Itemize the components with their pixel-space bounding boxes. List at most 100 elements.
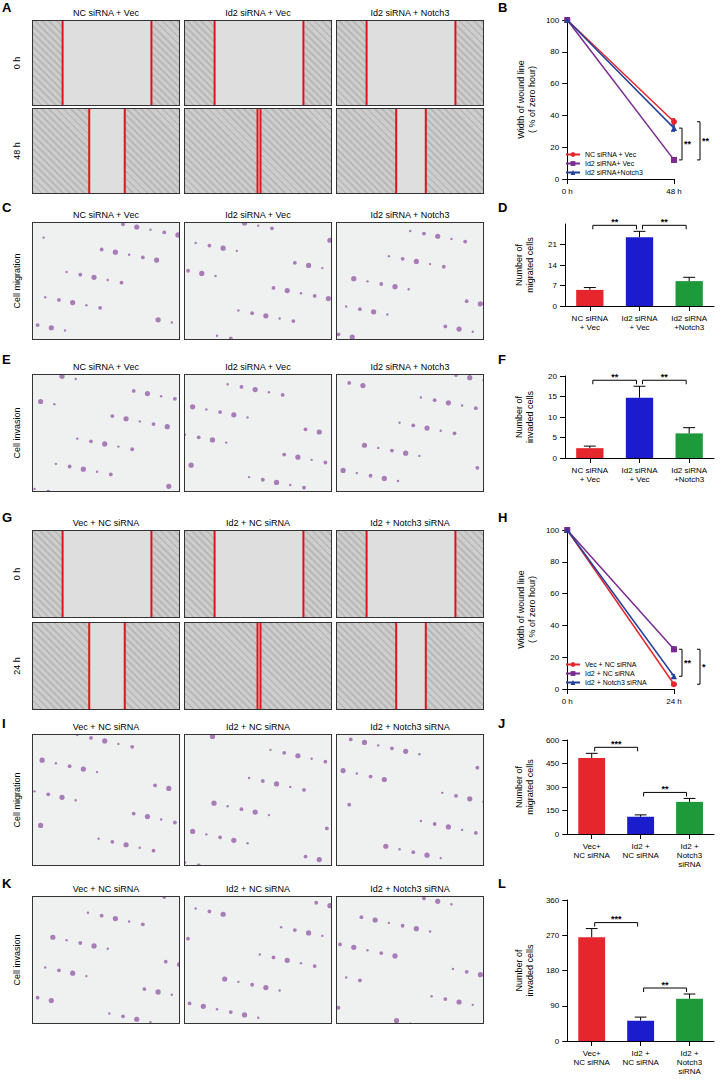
svg-text:Id2 +: Id2 +: [632, 842, 650, 851]
html-text:Id2 siRNA + Vec: Id2 siRNA + Vec: [225, 8, 291, 18]
svg-text:300: 300: [546, 783, 560, 792]
svg-text:migrated cells: migrated cells: [525, 759, 535, 815]
svg-text:Number of: Number of: [514, 396, 524, 439]
svg-text:NC siRNA: NC siRNA: [622, 1058, 659, 1067]
svg-text:600: 600: [546, 736, 560, 745]
svg-text:0: 0: [553, 454, 558, 463]
svg-text:Id2 +: Id2 +: [632, 1049, 650, 1058]
svg-text:270: 270: [546, 931, 560, 940]
svg-text:**: **: [684, 139, 692, 149]
svg-text:Id2 siRNA+ Vec: Id2 siRNA+ Vec: [585, 160, 635, 167]
html-text:A: A: [2, 0, 12, 15]
svg-text:100: 100: [546, 16, 560, 25]
html-text:NC siRNA + Vec: NC siRNA + Vec: [73, 210, 139, 220]
svg-text:Width of wound line: Width of wound line: [516, 60, 526, 139]
svg-text:100: 100: [546, 526, 560, 535]
svg-text:+Notch3: +Notch3: [674, 475, 705, 484]
svg-text:siRNA: siRNA: [678, 1067, 701, 1076]
svg-text:***: ***: [611, 914, 622, 924]
svg-text:NC siRNA: NC siRNA: [572, 466, 609, 475]
svg-text:Id2 siRNA: Id2 siRNA: [671, 466, 708, 475]
svg-text:10: 10: [548, 413, 557, 422]
svg-text:Number of: Number of: [514, 766, 524, 809]
svg-text:Id2 siRNA: Id2 siRNA: [621, 314, 658, 323]
svg-text:Id2 +: Id2 +: [681, 842, 699, 851]
svg-text:80: 80: [550, 47, 559, 56]
svg-text:***: ***: [611, 739, 622, 749]
svg-text:0 h: 0 h: [562, 697, 573, 706]
svg-text:( % of zero hour): ( % of zero hour): [527, 66, 537, 133]
svg-text:Notch3: Notch3: [677, 1058, 703, 1067]
svg-text:14: 14: [548, 261, 557, 270]
svg-text:0: 0: [553, 302, 558, 311]
html-text:G: G: [2, 510, 13, 525]
svg-text:+ Vec: + Vec: [629, 475, 649, 484]
svg-text:NC siRNA: NC siRNA: [622, 851, 659, 860]
svg-text:**: **: [611, 372, 619, 382]
svg-text:80: 80: [550, 557, 559, 566]
svg-text:5: 5: [553, 433, 558, 442]
svg-text:48 h: 48 h: [666, 187, 682, 196]
svg-text:invaded cells: invaded cells: [525, 390, 535, 443]
svg-text:**: **: [702, 136, 710, 146]
svg-text:0: 0: [555, 830, 560, 839]
svg-text:40: 40: [550, 111, 559, 120]
svg-text:24 h: 24 h: [666, 697, 682, 706]
svg-text:0: 0: [555, 1037, 560, 1046]
svg-text:60: 60: [550, 589, 559, 598]
svg-text:Id2 + Notch3 siRNA: Id2 + Notch3 siRNA: [585, 679, 647, 686]
svg-text:90: 90: [550, 1001, 559, 1010]
svg-text:Id2 siRNA: Id2 siRNA: [671, 314, 708, 323]
svg-text:20: 20: [548, 372, 557, 381]
svg-text:7: 7: [553, 281, 558, 290]
svg-text:Width of wound line: Width of wound line: [516, 570, 526, 649]
svg-text:**: **: [662, 784, 670, 794]
svg-text:Id2 +: Id2 +: [681, 1049, 699, 1058]
svg-text:0: 0: [555, 175, 560, 184]
html-text:Id2 siRNA + Notch3: Id2 siRNA + Notch3: [370, 8, 450, 18]
svg-text:NC siRNA + Vec: NC siRNA + Vec: [585, 151, 637, 158]
svg-text:15: 15: [548, 392, 557, 401]
svg-text:60: 60: [550, 79, 559, 88]
svg-text:Vec+: Vec+: [583, 842, 601, 851]
svg-text:( % of zero hour): ( % of zero hour): [527, 576, 537, 643]
svg-text:150: 150: [546, 806, 560, 815]
svg-text:Id2 siRNA: Id2 siRNA: [621, 466, 658, 475]
svg-text:20: 20: [550, 143, 559, 152]
svg-text:180: 180: [546, 966, 560, 975]
svg-text:Number of: Number of: [514, 244, 524, 287]
svg-text:Vec + NC siRNA: Vec + NC siRNA: [585, 661, 637, 668]
html-text:48 h: 48 h: [12, 142, 22, 160]
svg-text:0: 0: [555, 685, 560, 694]
svg-text:**: **: [661, 217, 669, 227]
svg-text:450: 450: [546, 759, 560, 768]
html-text:C: C: [2, 200, 12, 215]
svg-text:+ Vec: + Vec: [580, 323, 600, 332]
svg-text:0 h: 0 h: [562, 187, 573, 196]
svg-text:Number of: Number of: [514, 949, 524, 992]
svg-text:+ Vec: + Vec: [629, 323, 649, 332]
svg-text:20: 20: [550, 653, 559, 662]
svg-text:360: 360: [546, 896, 560, 905]
svg-text:*: *: [702, 662, 706, 672]
html-text:0 h: 0 h: [12, 56, 22, 70]
svg-text:siRNA: siRNA: [678, 860, 701, 869]
svg-text:Id2 + NC siRNA: Id2 + NC siRNA: [585, 670, 635, 677]
svg-text:Notch3: Notch3: [677, 851, 703, 860]
svg-text:invaded cells: invaded cells: [525, 944, 535, 997]
svg-text:21: 21: [548, 240, 557, 249]
svg-text:+ Vec: + Vec: [580, 475, 600, 484]
svg-text:**: **: [662, 980, 670, 990]
html-text:NC siRNA + Vec: NC siRNA + Vec: [73, 8, 139, 18]
svg-text:Vec+: Vec+: [583, 1049, 601, 1058]
svg-text:**: **: [684, 658, 692, 668]
svg-text:**: **: [661, 372, 669, 382]
svg-text:40: 40: [550, 621, 559, 630]
svg-text:NC siRNA: NC siRNA: [573, 851, 610, 860]
svg-text:NC siRNA: NC siRNA: [573, 1058, 610, 1067]
svg-text:+Notch3: +Notch3: [674, 323, 705, 332]
svg-text:NC siRNA: NC siRNA: [572, 314, 609, 323]
svg-text:Id2 siRNA+Notch3: Id2 siRNA+Notch3: [585, 169, 643, 176]
svg-text:migrated cells: migrated cells: [525, 237, 535, 293]
svg-text:**: **: [611, 217, 619, 227]
